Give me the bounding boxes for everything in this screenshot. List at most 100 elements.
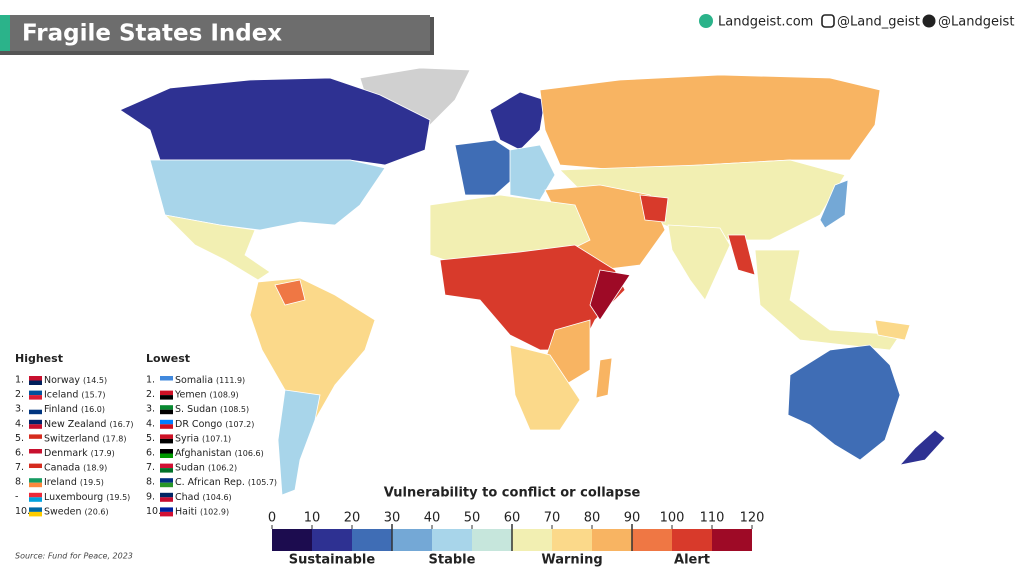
flag xyxy=(160,409,173,415)
ranking-row: Somalia (111.9) xyxy=(175,375,245,386)
ranking-row: Finland (16.0) xyxy=(44,404,105,415)
country: Syria xyxy=(175,433,199,444)
color-band xyxy=(592,529,632,551)
flag xyxy=(160,405,173,410)
ranking-row: Yemen (108.9) xyxy=(174,389,239,400)
title-banner xyxy=(0,15,430,51)
ranking-row: Sweden (20.6) xyxy=(44,506,109,517)
highest-heading: Highest xyxy=(15,352,63,365)
score: (106.2) xyxy=(208,463,237,472)
score: (16.0) xyxy=(81,405,105,414)
flag xyxy=(160,438,173,444)
color-band xyxy=(712,529,752,551)
country: Switzerland xyxy=(44,433,99,444)
twitter-icon xyxy=(922,14,936,28)
ranking-row: Haiti (102.9) xyxy=(175,506,229,517)
rank: 5. xyxy=(15,433,24,444)
score: (107.1) xyxy=(202,434,231,443)
rank: 10. xyxy=(146,506,161,517)
tick-label: 50 xyxy=(464,511,481,526)
twitter[interactable]: @Landgeist xyxy=(938,15,1014,30)
flag xyxy=(160,492,173,498)
ranking-row: Chad (104.6) xyxy=(175,491,232,502)
color-band xyxy=(632,529,672,551)
legend: 0 10 20 30 40 50 60 70 80 90 100 110 120 Sustainable S… xyxy=(268,511,765,568)
score: (15.7) xyxy=(81,390,105,399)
flag xyxy=(29,449,42,454)
flag xyxy=(29,497,42,502)
canada xyxy=(119,77,431,166)
tick-label: 90 xyxy=(624,511,641,526)
rank: 10. xyxy=(15,506,30,517)
score: (20.6) xyxy=(85,507,109,516)
rank: 1. xyxy=(146,375,155,386)
rank: 8. xyxy=(15,477,24,488)
instagram[interactable]: @Land_geist xyxy=(837,15,920,30)
country: Finland xyxy=(44,404,78,415)
flag xyxy=(29,390,42,396)
ranking-row: S. Sudan (108.5) xyxy=(175,404,249,415)
color-band xyxy=(672,529,712,551)
country: Haiti xyxy=(175,506,197,517)
zone-label: Stable xyxy=(429,553,476,568)
tick-label: 10 xyxy=(304,511,321,526)
score: (102.9) xyxy=(200,507,229,516)
flag xyxy=(29,419,42,425)
country: DR Congo xyxy=(175,418,222,429)
flag xyxy=(160,511,173,517)
color-band xyxy=(352,529,392,551)
color-band xyxy=(472,529,512,551)
rank: 7. xyxy=(146,462,155,473)
country: Sudan xyxy=(175,462,205,473)
ranking-row: Norway (14.5) xyxy=(44,375,107,386)
flag xyxy=(29,478,42,483)
flag xyxy=(160,453,173,458)
venezuela xyxy=(274,279,306,306)
tick-label: 20 xyxy=(344,511,361,526)
country: C. African Rep. xyxy=(175,477,245,488)
score: (17.9) xyxy=(91,449,115,458)
myanmar xyxy=(727,234,756,276)
rank: 3. xyxy=(15,404,24,415)
rank: 7. xyxy=(15,462,24,473)
flag xyxy=(29,511,42,517)
zone-label: Alert xyxy=(674,553,710,568)
flag xyxy=(160,449,173,454)
rank: 6. xyxy=(15,448,24,459)
flag xyxy=(160,390,173,396)
ranking-row: Switzerland (17.8) xyxy=(44,433,126,444)
score: (18.9) xyxy=(83,463,107,472)
title-accent xyxy=(0,15,10,51)
score: (14.5) xyxy=(83,376,107,385)
flag xyxy=(160,376,173,381)
country: Chad xyxy=(175,491,200,502)
ranking-row: DR Congo (107.2) xyxy=(175,418,254,429)
lowest-heading: Lowest xyxy=(146,352,190,365)
new-zealand xyxy=(898,429,946,466)
russia xyxy=(539,74,881,171)
country: Norway xyxy=(44,375,80,386)
country: Sweden xyxy=(44,506,82,517)
rank: 6. xyxy=(146,448,155,459)
southern-cone xyxy=(277,389,321,496)
flag xyxy=(160,482,173,488)
rank: 4. xyxy=(15,418,24,429)
tick-label: 80 xyxy=(584,511,601,526)
western-europe xyxy=(454,139,513,196)
flag xyxy=(160,497,173,502)
flag xyxy=(160,468,173,473)
flag xyxy=(29,409,42,415)
color-band xyxy=(512,529,552,551)
ranking-row: Ireland (19.5) xyxy=(44,477,104,488)
ranking-row: Denmark (17.9) xyxy=(44,448,115,459)
flag xyxy=(29,507,42,512)
ranking-row: Canada (18.9) xyxy=(44,462,107,473)
website[interactable]: Landgeist.com xyxy=(718,15,813,30)
tick-label: 100 xyxy=(660,511,685,526)
ranking-row: Syria (107.1) xyxy=(175,433,231,444)
tick-label: 40 xyxy=(424,511,441,526)
central-america xyxy=(163,214,271,281)
india xyxy=(667,224,731,301)
country: S. Sudan xyxy=(175,404,217,415)
